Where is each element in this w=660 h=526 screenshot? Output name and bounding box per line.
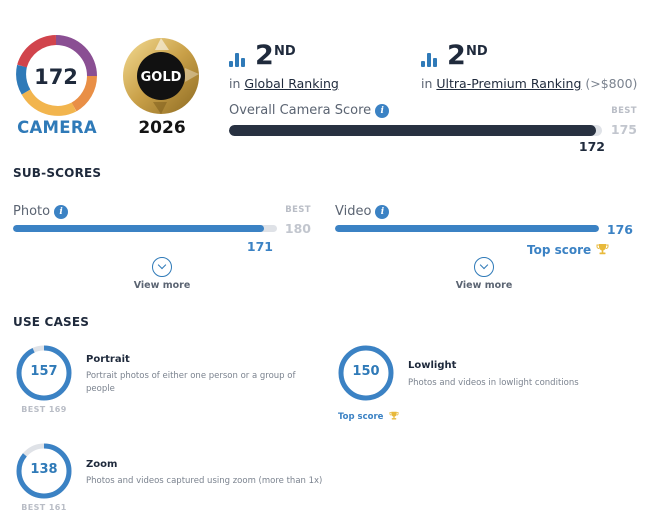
photo-view-more-button[interactable]: View more <box>122 257 202 291</box>
gold-label: GOLD <box>141 70 182 85</box>
zoom-score-ring: 138 <box>15 442 73 500</box>
photo-best-value: 180 <box>284 221 311 236</box>
portrait-score-value: 157 <box>30 364 58 379</box>
lowlight-score-ring: 150 <box>337 344 395 402</box>
portrait-ring-icon <box>16 345 72 401</box>
gold-badge: GOLD <box>119 34 203 118</box>
video-top-score-label: Top score <box>527 243 592 257</box>
sub-scores-title: SUB-SCORES <box>13 166 102 180</box>
portrait-desc-line: Portrait photos of either one person or … <box>86 371 296 381</box>
global-rank-number: 2 <box>255 40 274 71</box>
global-rank-suffix: ND <box>274 44 296 59</box>
trophy-icon <box>596 244 609 255</box>
bar-chart-icon <box>421 53 439 67</box>
overall-score-title: Overall Camera Score i <box>229 103 390 118</box>
global-ranking-link[interactable]: Global Ranking <box>244 76 339 91</box>
photo-best-label: BEST <box>285 205 311 215</box>
bar-chart-icon <box>229 53 247 67</box>
global-rank-line: in Global Ranking <box>229 76 339 91</box>
overall-score-value: 172 <box>578 139 605 154</box>
ultra-premium-ranking: 2 ND in Ultra-Premium Ranking (>$800) <box>421 40 646 96</box>
photo-score-fill <box>13 225 264 232</box>
portrait-description: Portrait photos of either one person or … <box>86 370 326 396</box>
overall-best-value: 175 <box>610 122 637 137</box>
zoom-score-value: 138 <box>30 462 58 477</box>
chevron-down-icon[interactable] <box>474 257 494 277</box>
ultra-rank-price: (>$800) <box>585 76 638 91</box>
photo-score-track <box>13 225 277 232</box>
gold-badge-icon: GOLD <box>123 38 199 114</box>
camera-label: CAMERA <box>17 118 97 137</box>
photo-label: Photo <box>13 204 51 219</box>
lowlight-description: Photos and videos in lowlight conditions <box>408 377 648 390</box>
chevron-down-icon[interactable] <box>152 257 172 277</box>
ultra-premium-ranking-link[interactable]: Ultra-Premium Ranking <box>436 76 582 91</box>
overall-score-track <box>229 125 602 136</box>
trophy-icon <box>389 411 399 420</box>
lowlight-top-score: Top score <box>338 404 399 423</box>
zoom-title: Zoom <box>86 459 118 470</box>
ultra-rank-prefix: in <box>421 76 433 91</box>
photo-score-value: 171 <box>246 239 273 254</box>
zoom-desc-line: Photos and videos captured using zoom (m… <box>86 476 323 486</box>
lowlight-title: Lowlight <box>408 360 457 371</box>
overall-score-label: Overall Camera Score <box>229 103 372 118</box>
video-subscore-title: Video i <box>335 204 390 219</box>
global-rank-prefix: in <box>229 76 241 91</box>
video-label: Video <box>335 204 372 219</box>
video-view-more-button[interactable]: View more <box>444 257 524 291</box>
ultra-rank-suffix: ND <box>466 44 488 59</box>
zoom-ring-icon <box>16 443 72 499</box>
portrait-best: BEST 169 <box>21 405 67 414</box>
portrait-desc-line: people <box>86 384 115 394</box>
camera-score-badge: 172 <box>14 34 98 118</box>
ultra-rank-line: in Ultra-Premium Ranking (>$800) <box>421 76 637 91</box>
lowlight-desc-line: Photos and videos in lowlight conditions <box>408 378 579 388</box>
portrait-score-ring: 157 <box>15 344 73 402</box>
info-icon[interactable]: i <box>375 205 390 219</box>
overall-score-fill <box>229 125 596 136</box>
video-score-fill <box>335 225 599 232</box>
ultra-rank-number: 2 <box>447 40 466 71</box>
photo-subscore-title: Photo i <box>13 204 69 219</box>
video-score-value: 176 <box>606 222 633 237</box>
lowlight-ring-icon <box>338 345 394 401</box>
photo-view-more-label[interactable]: View more <box>133 280 191 291</box>
zoom-description: Photos and videos captured using zoom (m… <box>86 475 346 488</box>
global-ranking: 2 ND in Global Ranking <box>229 40 399 96</box>
overall-best-label: BEST <box>611 106 637 116</box>
lowlight-score-value: 150 <box>352 364 380 379</box>
gold-year: 2026 <box>138 118 186 138</box>
use-cases-title: USE CASES <box>13 315 90 329</box>
video-top-score: Top score <box>527 239 617 258</box>
zoom-best: BEST 161 <box>21 503 67 512</box>
camera-score-value: 172 <box>34 65 78 89</box>
lowlight-top-score-label: Top score <box>338 412 384 422</box>
info-icon[interactable]: i <box>54 205 69 219</box>
video-score-track <box>335 225 599 232</box>
camera-badge-ring-icon: 172 <box>16 35 97 116</box>
video-view-more-label[interactable]: View more <box>455 280 513 291</box>
info-icon[interactable]: i <box>375 104 390 118</box>
portrait-title: Portrait <box>86 354 130 365</box>
